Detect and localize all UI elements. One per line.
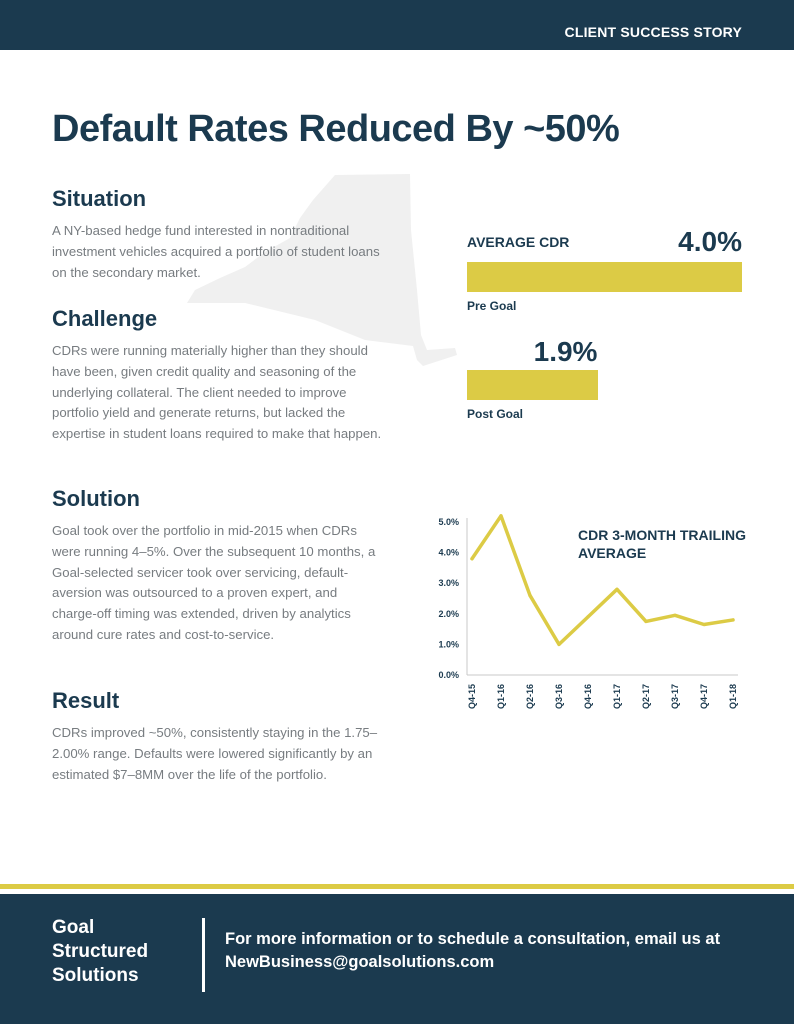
challenge-heading: Challenge bbox=[52, 306, 158, 331]
x-tick-label: Q1-16 bbox=[496, 684, 506, 709]
company-brand-name: Goal Structured Solutions bbox=[52, 916, 192, 988]
footer-divider bbox=[202, 918, 205, 992]
y-tick-label: 5.0% bbox=[438, 517, 459, 527]
pre-goal-bar bbox=[467, 262, 742, 292]
post-goal-category-label: Post Goal bbox=[467, 407, 524, 421]
post-goal-bar bbox=[467, 370, 598, 400]
line-chart-title: CDR 3-MONTH TRAILING AVERAGE bbox=[578, 527, 746, 561]
contact-call-to-action: For more information or to schedule a co… bbox=[225, 930, 721, 971]
solution-heading: Solution bbox=[52, 486, 140, 511]
data-point bbox=[673, 613, 677, 617]
data-point bbox=[731, 618, 735, 622]
y-tick-label: 1.0% bbox=[438, 639, 459, 649]
post-goal-value-label: 1.9% bbox=[533, 336, 598, 367]
challenge-text: CDRs were running materially higher than… bbox=[52, 343, 382, 442]
y-tick-label: 4.0% bbox=[438, 548, 459, 558]
y-tick-label: 3.0% bbox=[438, 578, 459, 588]
x-tick-label: Q4-15 bbox=[467, 684, 477, 709]
pre-goal-value-label: 4.0% bbox=[678, 226, 742, 257]
data-point bbox=[528, 593, 532, 598]
x-tick-label: Q4-16 bbox=[583, 684, 593, 709]
x-tick-label: Q1-18 bbox=[728, 684, 738, 709]
y-tick-label: 0.0% bbox=[438, 670, 459, 680]
solution-section: Solution Goal took over the portfolio in… bbox=[52, 486, 382, 646]
result-text: CDRs improved ~50%, consistently staying… bbox=[52, 725, 378, 782]
solution-text: Goal took over the portfolio in mid-2015… bbox=[52, 523, 376, 642]
average-cdr-title: AVERAGE CDR bbox=[467, 234, 570, 250]
top-banner: CLIENT SUCCESS STORY bbox=[0, 0, 794, 50]
pre-goal-category-label: Pre Goal bbox=[467, 299, 517, 313]
data-point bbox=[557, 642, 561, 646]
data-point bbox=[615, 587, 619, 591]
brand-line: Structured bbox=[52, 941, 149, 962]
x-tick-label: Q2-16 bbox=[525, 684, 535, 709]
document-type-label: CLIENT SUCCESS STORY bbox=[564, 24, 742, 40]
cdr-series-line bbox=[470, 514, 735, 647]
footer: Goal Structured Solutions For more infor… bbox=[0, 894, 794, 1024]
page-title: Default Rates Reduced By ~50% bbox=[52, 108, 620, 150]
situation-text: A NY-based hedge fund interested in nont… bbox=[52, 223, 380, 280]
data-point bbox=[499, 514, 503, 518]
x-tick-label: Q1-17 bbox=[612, 684, 622, 709]
data-point bbox=[470, 557, 474, 561]
x-tick-label: Q3-16 bbox=[554, 684, 564, 709]
brand-line: Goal bbox=[52, 917, 95, 938]
x-tick-label: Q3-17 bbox=[670, 684, 680, 709]
data-point bbox=[586, 615, 590, 619]
result-section: Result CDRs improved ~50%, consistently … bbox=[52, 688, 382, 785]
x-tick-label: Q4-17 bbox=[699, 684, 709, 709]
x-tick-label: Q2-17 bbox=[641, 684, 651, 709]
y-tick-label: 2.0% bbox=[438, 609, 459, 619]
data-point bbox=[702, 622, 706, 627]
data-point bbox=[644, 619, 648, 624]
footer-accent-rule bbox=[0, 884, 794, 889]
challenge-section: Challenge CDRs were running materially h… bbox=[52, 306, 382, 445]
cdr-trailing-average-line-chart: 5.0% 4.0% 3.0% 2.0% 1.0% 0.0% Q4-15 Q1-16 Q2-16 Q… bbox=[438, 514, 738, 709]
situation-heading: Situation bbox=[52, 186, 147, 211]
new-york-state-map-watermark bbox=[187, 174, 457, 366]
situation-section: Situation A NY-based hedge fund interest… bbox=[52, 186, 382, 283]
result-heading: Result bbox=[52, 688, 120, 713]
brand-line: Solutions bbox=[52, 965, 139, 986]
